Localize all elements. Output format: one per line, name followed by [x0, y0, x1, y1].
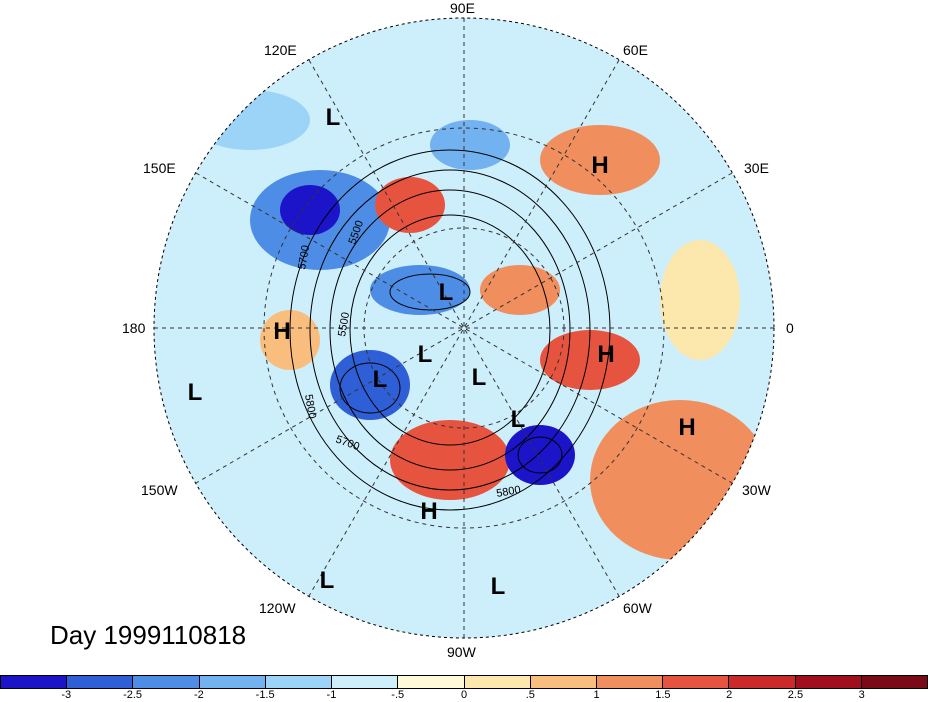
meridian-label: 30E — [744, 160, 769, 176]
colorbar-tick-label: -1.5 — [255, 689, 275, 701]
colorbar-swatch — [729, 676, 796, 688]
colorbar-swatch — [464, 676, 531, 688]
polar-map: 5700 5500 5800 5700 5800 5500 — [153, 17, 775, 639]
colorbar-swatch — [67, 676, 134, 688]
colorbar-tick-label: -2 — [193, 689, 204, 701]
pressure-system: L — [319, 567, 335, 594]
contour-label: 5800 — [495, 484, 521, 500]
colorbar-swatch — [530, 676, 597, 688]
colorbar-swatch — [332, 676, 399, 688]
colorbar-tick-label: -2.5 — [123, 689, 143, 701]
colorbar-swatch — [795, 676, 862, 688]
colorbar-swatch — [265, 676, 333, 688]
colorbar-tick-label: -.5 — [391, 689, 405, 701]
colorbar-tick-label: -1 — [326, 689, 337, 701]
colorbar-tick-label: .5 — [525, 689, 535, 701]
pressure-system: L — [325, 104, 341, 131]
colorbar-swatch — [398, 676, 465, 688]
meridian-label: 90E — [450, 0, 475, 16]
pressure-system: L — [510, 406, 526, 433]
pressure-system: L — [187, 379, 203, 406]
meridian-label: 180 — [122, 320, 146, 336]
colorbar-swatch — [663, 676, 730, 688]
pressure-system: H — [273, 318, 291, 345]
pressure-system: H — [591, 152, 609, 179]
colorbar-tick-label: -3 — [61, 689, 72, 701]
pressure-system: L — [471, 364, 487, 391]
colorbar-swatch — [1, 676, 68, 688]
pressure-system: L — [438, 279, 454, 306]
colorbar-tick-label: 2 — [726, 689, 733, 701]
colorbar-tick-label: 2.5 — [787, 689, 804, 701]
meridian-label: 60E — [623, 42, 648, 58]
meridian-label: 90W — [447, 644, 476, 660]
meridian-label: 120W — [259, 600, 296, 616]
meridian-label: 150E — [143, 160, 176, 176]
colorbar-tick-label: 0 — [460, 689, 468, 701]
colorbar — [0, 675, 928, 689]
contour-label: 5800 — [302, 393, 318, 419]
colorbar-swatch — [596, 676, 664, 688]
pressure-system: L — [490, 573, 506, 600]
meridian-label: 0 — [786, 320, 794, 336]
colorbar-swatch — [199, 676, 266, 688]
pressure-system: L — [417, 341, 433, 368]
colorbar-swatch — [133, 676, 200, 688]
colorbar-tick-label: 1.5 — [655, 689, 671, 701]
pressure-system: H — [420, 498, 438, 525]
pressure-system: L — [372, 366, 388, 393]
map-title: Day 1999110818 — [50, 620, 247, 650]
contour-label: 5700 — [296, 244, 312, 270]
meridian-label: 150W — [141, 482, 178, 498]
colorbar-tick-label: 1 — [593, 689, 600, 701]
meridian-label: 120E — [264, 42, 297, 58]
pressure-system: H — [597, 341, 615, 368]
colorbar-swatch — [861, 676, 928, 688]
contour-label: 5500 — [336, 311, 352, 337]
meridian-label: 60W — [623, 600, 652, 616]
pressure-system: H — [678, 414, 696, 441]
meridian-label: 30W — [742, 482, 771, 498]
colorbar-tick-label: 3 — [858, 689, 865, 701]
